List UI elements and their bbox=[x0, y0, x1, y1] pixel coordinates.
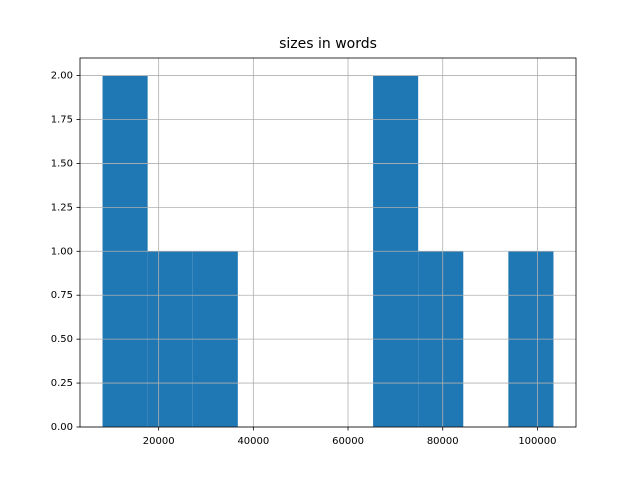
x-tick-label: 100000 bbox=[518, 436, 556, 447]
y-tick-label: 0.25 bbox=[51, 378, 73, 389]
x-tick-label: 40000 bbox=[237, 436, 269, 447]
y-tick-label: 1.75 bbox=[51, 115, 73, 126]
y-tick-label: 1.00 bbox=[51, 246, 73, 257]
y-tick-label: 1.50 bbox=[51, 158, 73, 169]
chart-title: sizes in words bbox=[279, 36, 377, 52]
x-tick-label: 60000 bbox=[332, 436, 364, 447]
y-tick-label: 1.25 bbox=[51, 202, 73, 213]
y-tick-label: 2.00 bbox=[51, 71, 73, 82]
x-tick-label: 20000 bbox=[143, 436, 175, 447]
plot-frame bbox=[79, 57, 577, 428]
y-tick-label: 0.00 bbox=[51, 422, 73, 433]
x-tick-label: 80000 bbox=[427, 436, 459, 447]
y-tick-label: 0.50 bbox=[51, 334, 73, 345]
y-tick-label: 0.75 bbox=[51, 290, 73, 301]
